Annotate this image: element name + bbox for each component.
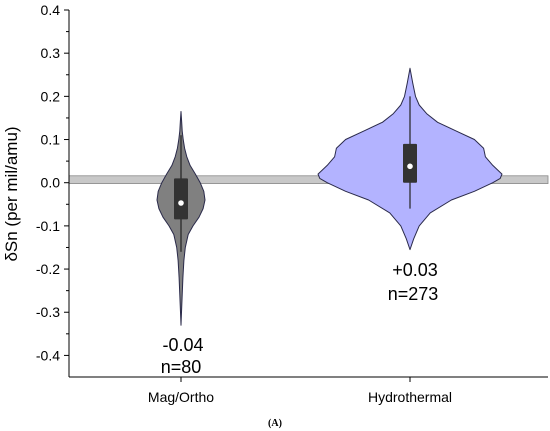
y-tick-label: 0.2 [41,88,61,104]
y-tick-label: 0.0 [41,175,61,191]
y-axis-title: δSn (per mil/amu) [2,126,21,261]
x-category-label: Hydrothermal [368,389,452,405]
median-marker [407,163,413,170]
iqr-box [174,178,188,220]
y-tick-label: -0.2 [36,261,60,277]
annotation-count: n=273 [388,284,439,304]
y-tick-label: 0.3 [41,45,61,61]
y-tick-label: 0.4 [41,2,61,18]
y-tick-label: -0.3 [36,304,60,320]
x-category-label: Mag/Ortho [148,389,214,405]
y-tick-label: -0.4 [36,347,60,363]
y-tick-label: 0.1 [41,132,61,148]
annotation-mean: +0.03 [392,260,438,280]
median-marker [178,200,184,206]
y-tick-label: -0.1 [36,218,60,234]
panel-label: (A) [268,418,282,429]
iqr-box [403,143,417,183]
annotation-count: n=80 [161,357,202,377]
annotation-mean: -0.04 [162,335,203,355]
